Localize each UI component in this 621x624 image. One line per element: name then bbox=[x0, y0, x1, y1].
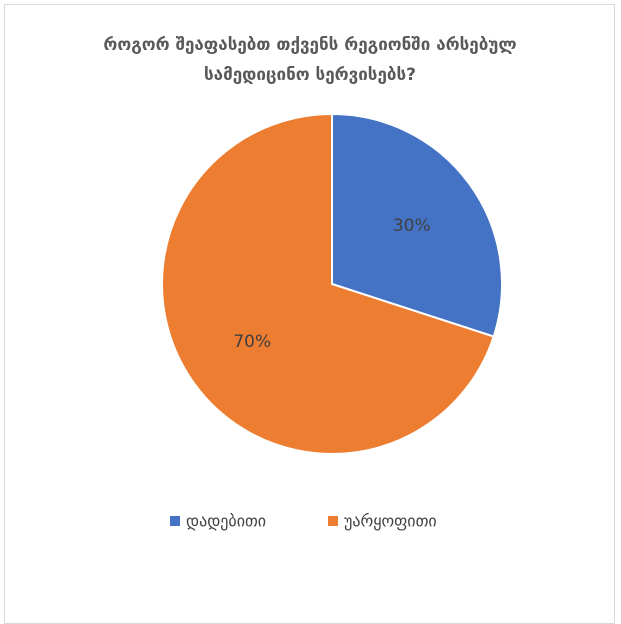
pie-slice bbox=[331, 112, 503, 338]
chart-title: როგორ შეაფასებთ თქვენს რეგიონში არსებულ … bbox=[103, 35, 517, 85]
data-label: 70% bbox=[233, 332, 271, 352]
legend-swatch bbox=[170, 516, 180, 526]
data-label: 30% bbox=[393, 216, 431, 236]
legend-label: უარყოფითი bbox=[344, 512, 437, 531]
legend-swatch bbox=[328, 516, 338, 526]
pie-slice bbox=[161, 112, 495, 455]
chart: 30% 70% დადებითი უარყოფითი bbox=[161, 112, 503, 531]
legend-label: დადებითი bbox=[186, 512, 266, 531]
page: {"chart_data": {"type": "pie", "title": … bbox=[4, 4, 615, 624]
